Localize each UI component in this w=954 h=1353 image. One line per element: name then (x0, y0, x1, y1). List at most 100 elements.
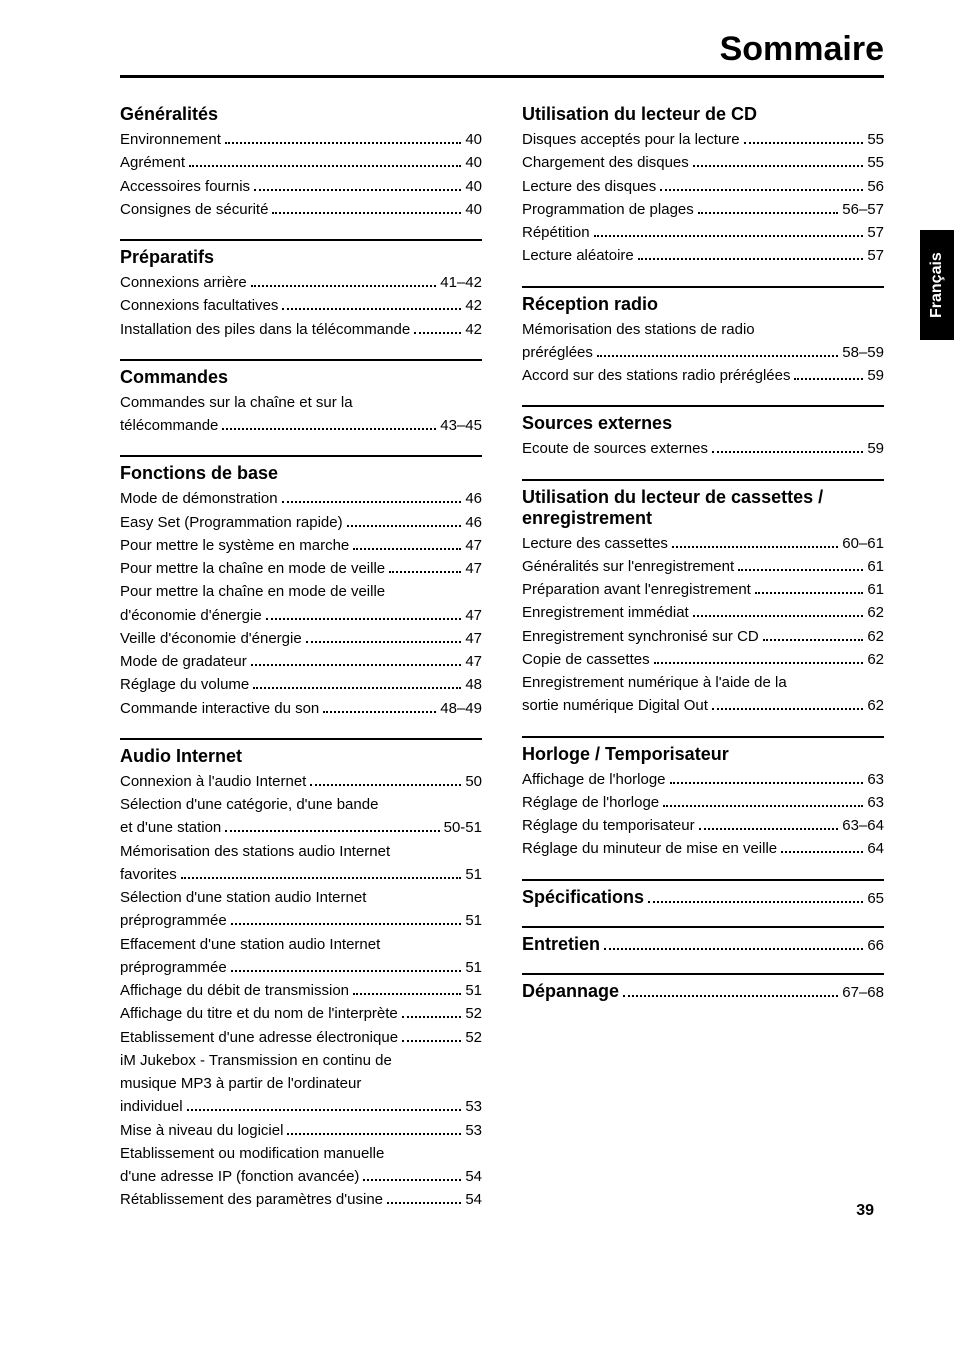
toc-section: Fonctions de baseMode de démonstration46… (120, 455, 482, 720)
page: Sommaire GénéralitésEnvironnement40Agrém… (0, 0, 954, 1250)
toc-label: Accord sur des stations radio préréglées (522, 364, 790, 387)
toc-row: Entretien66 (522, 926, 884, 955)
toc-row: Connexions facultatives42 (120, 294, 482, 317)
toc-dots (323, 701, 436, 713)
toc-dots (222, 418, 436, 430)
toc-row: Disques acceptés pour la lecture55 (522, 128, 884, 151)
toc-dots (693, 155, 864, 167)
section-title: Sources externes (522, 405, 884, 434)
toc-dots (353, 538, 461, 550)
toc-page: 51 (465, 909, 482, 932)
toc-page: 50 (465, 770, 482, 793)
toc-label: Disques acceptés pour la lecture (522, 128, 740, 151)
page-number: 39 (856, 1202, 874, 1220)
toc-dots (231, 913, 462, 925)
toc-row: Connexion à l'audio Internet 50 (120, 770, 482, 793)
toc-section: Audio InternetConnexion à l'audio Intern… (120, 738, 482, 1212)
toc-label: Réglage du minuteur de mise en veille (522, 837, 777, 860)
toc-dots (306, 631, 462, 643)
toc-page: 62 (867, 694, 884, 717)
toc-label: Etablissement d'une adresse électronique (120, 1026, 398, 1049)
toc-dots (648, 890, 863, 903)
toc-dots (189, 155, 461, 167)
toc-row: Affichage du titre et du nom de l'interp… (120, 1002, 482, 1025)
section-title: Utilisation du lecteur de CD (522, 98, 884, 125)
toc-page: 63 (867, 768, 884, 791)
toc-row: Spécifications65 (522, 879, 884, 908)
toc-dots (781, 841, 863, 853)
toc-dots (738, 559, 863, 571)
toc-page: 63 (867, 791, 884, 814)
toc-page: 54 (465, 1188, 482, 1211)
toc-dots (755, 582, 863, 594)
toc-row: Veille d'économie d'énergie47 (120, 627, 482, 650)
toc-row: Généralités sur l'enregistrement61 (522, 555, 884, 578)
section-title: Généralités (120, 98, 482, 125)
toc-section: CommandesCommandes sur la chaîne et sur … (120, 359, 482, 438)
toc-row: Programmation de plages56–57 (522, 198, 884, 221)
toc-dots (594, 225, 864, 237)
toc-dots (597, 345, 838, 357)
toc-dots (699, 818, 839, 830)
toc-row: Réglage du volume48 (120, 673, 482, 696)
toc-section: PréparatifsConnexions arrière41–42Connex… (120, 239, 482, 341)
section-title: Préparatifs (120, 239, 482, 268)
toc-row: préréglées58–59 (522, 341, 884, 364)
toc-dots (712, 441, 863, 453)
toc-dots (282, 491, 462, 503)
toc-section: Dépannage67–68 (522, 973, 884, 1002)
toc-page: 47 (465, 604, 482, 627)
toc-dots (287, 1123, 461, 1135)
section-title: Utilisation du lecteur de cassettes / en… (522, 479, 884, 529)
toc-row: Chargement des disques55 (522, 151, 884, 174)
toc-row: d'une adresse IP (fonction avancée)54 (120, 1165, 482, 1188)
toc-label-wrap: Effacement d'une station audio Internet (120, 933, 482, 956)
toc-dots (282, 298, 461, 310)
toc-dots (387, 1192, 461, 1204)
toc-dots (187, 1099, 462, 1111)
toc-row: Installation des piles dans la télécomma… (120, 318, 482, 341)
toc-label: Pour mettre la chaîne en mode de veille (120, 557, 385, 580)
toc-page: 61 (867, 578, 884, 601)
toc-label-wrap: Enregistrement numérique à l'aide de la (522, 671, 884, 694)
toc-dots (389, 561, 461, 573)
toc-row: d'économie d'énergie 47 (120, 604, 482, 627)
toc-label: Chargement des disques (522, 151, 689, 174)
toc-page: 59 (867, 437, 884, 460)
toc-label: d'économie d'énergie (120, 604, 262, 627)
language-tab: Français (920, 230, 954, 340)
toc-page: 63–64 (842, 814, 884, 837)
toc-label: Réglage du temporisateur (522, 814, 695, 837)
left-column: GénéralitésEnvironnement40Agrément40Acce… (120, 98, 482, 1230)
toc-page: 64 (867, 837, 884, 860)
toc-section: Horloge / TemporisateurAffichage de l'ho… (522, 736, 884, 861)
toc-dots (402, 1006, 462, 1018)
page-title: Sommaire (120, 30, 884, 78)
toc-dots (181, 867, 462, 879)
toc-page: 62 (867, 625, 884, 648)
toc-row: Lecture aléatoire57 (522, 244, 884, 267)
toc-row: Mode de gradateur47 (120, 650, 482, 673)
toc-label: préréglées (522, 341, 593, 364)
toc-label: sortie numérique Digital Out (522, 694, 708, 717)
toc-label: Connexion à l'audio Internet (120, 770, 306, 793)
toc-row: Easy Set (Programmation rapide)46 (120, 511, 482, 534)
toc-page: 42 (465, 294, 482, 317)
toc-row: Pour mettre le système en marche47 (120, 534, 482, 557)
toc-label-wrap: Mémorisation des stations audio Internet (120, 840, 482, 863)
toc-dots (225, 820, 439, 832)
toc-label-wrap: Sélection d'une station audio Internet (120, 886, 482, 909)
toc-row: Enregistrement synchronisé sur CD 62 (522, 625, 884, 648)
toc-dots (660, 179, 863, 191)
toc-label-wrap: Mémorisation des stations de radio (522, 318, 884, 341)
toc-label: Enregistrement synchronisé sur CD (522, 625, 759, 648)
toc-dots (272, 202, 461, 214)
toc-section: GénéralitésEnvironnement40Agrément40Acce… (120, 98, 482, 221)
toc-label-wrap: Etablissement ou modification manuelle (120, 1142, 482, 1165)
toc-dots (670, 772, 864, 784)
section-title: Réception radio (522, 286, 884, 315)
toc-row: Rétablissement des paramètres d'usine54 (120, 1188, 482, 1211)
toc-page: 65 (867, 890, 884, 907)
toc-label: Connexions arrière (120, 271, 247, 294)
toc-label: Généralités sur l'enregistrement (522, 555, 734, 578)
